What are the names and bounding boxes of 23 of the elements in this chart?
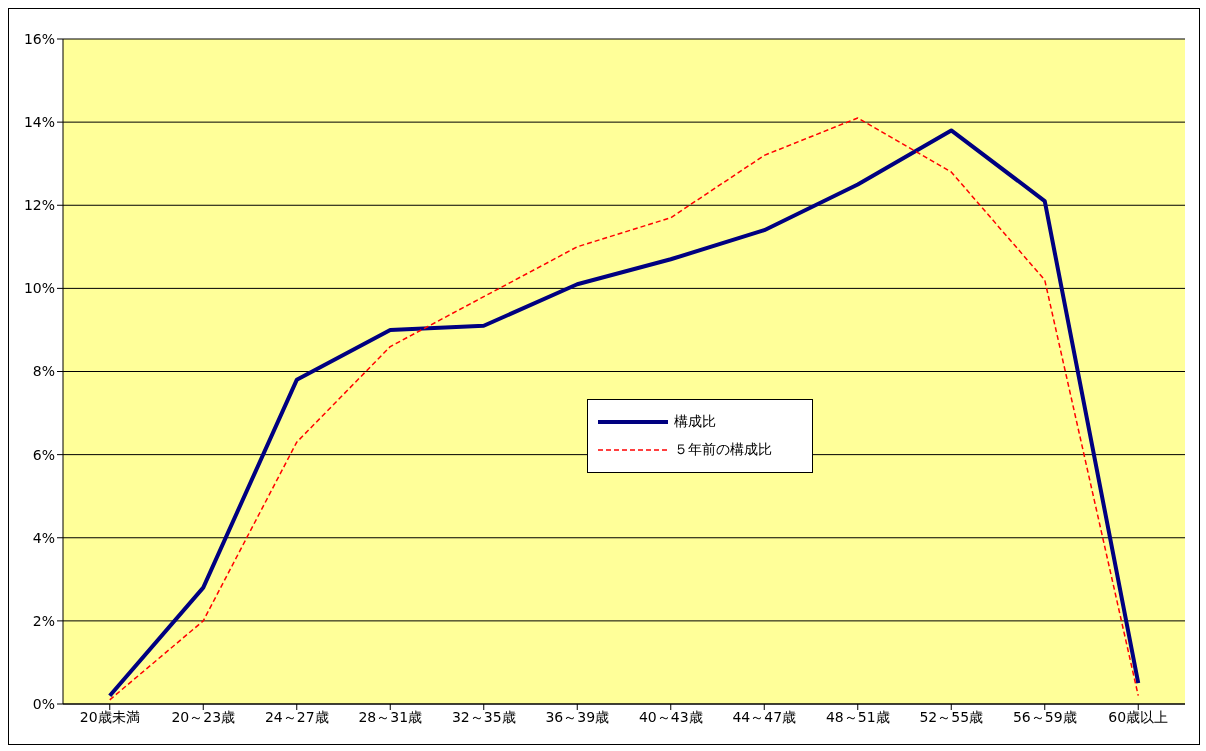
y-tick-label: 10%	[23, 280, 55, 297]
y-tick-label: 16%	[23, 30, 55, 47]
x-tick-label: 20歳未満	[79, 708, 140, 725]
y-tick-label: 8%	[32, 363, 55, 380]
x-tick-label: 40～43歳	[638, 708, 703, 725]
x-tick-label: 44～47歳	[732, 708, 797, 725]
y-tick-label: 6%	[32, 446, 55, 463]
legend-label: 構成比	[674, 413, 716, 431]
x-tick-label: 36～39歳	[545, 708, 610, 725]
x-tick-label: 32～35歳	[451, 708, 516, 725]
y-tick-label: 12%	[23, 197, 55, 214]
legend-label: ５年前の構成比	[674, 441, 772, 459]
y-tick-label: 2%	[32, 612, 55, 629]
y-tick-label: 0%	[32, 695, 55, 712]
x-tick-label: 60歳以上	[1108, 708, 1169, 725]
y-tick-label: 4%	[32, 529, 55, 546]
x-tick-label: 56～59歳	[1012, 708, 1077, 725]
y-tick-label: 14%	[23, 114, 55, 131]
x-tick-label: 48～51歳	[825, 708, 890, 725]
x-tick-label: 28～31歳	[358, 708, 423, 725]
x-tick-label: 20～23歳	[171, 708, 236, 725]
x-tick-label: 24～27歳	[264, 708, 329, 725]
x-tick-label: 52～55歳	[919, 708, 984, 725]
